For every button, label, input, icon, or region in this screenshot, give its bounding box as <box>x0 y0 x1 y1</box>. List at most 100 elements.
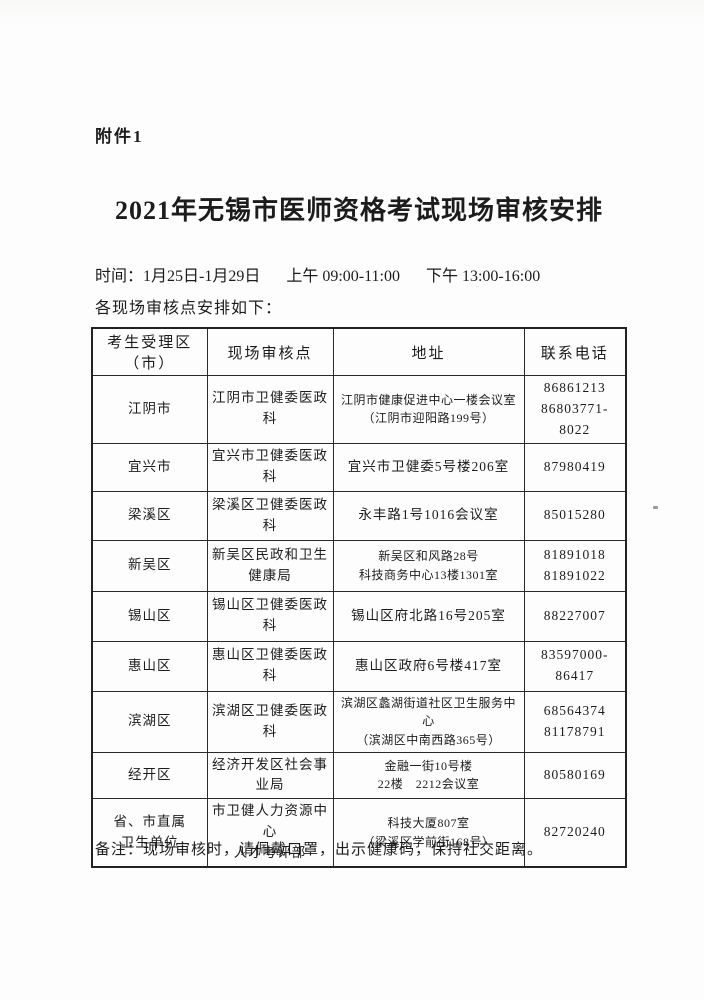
address-cell: 滨湖区蠡湖街道社区卫生服务中心 （滨湖区中南西路365号） <box>332 690 525 753</box>
address-cell: 科技大厦807室 （梁溪区学前街168号） <box>332 798 525 868</box>
table-row: 惠山区 惠山区卫健委医政科 惠山区政府6号楼417室 83597000-86417 <box>91 640 627 692</box>
phone-line: 85015280 <box>543 507 606 523</box>
address-cell: 金融一街10号楼 22楼 2212会议室 <box>332 751 525 800</box>
region-line: 锡山区 <box>128 607 172 623</box>
region-cell: 惠山区 <box>91 640 208 692</box>
phone-line: 81891018 <box>543 546 606 562</box>
region-line: 梁溪区 <box>128 507 172 523</box>
header-cell-3: 联系电话 <box>523 327 627 376</box>
site-line: 市卫健人力资源中心 <box>212 803 328 840</box>
region-cell: 梁溪区 <box>91 490 208 541</box>
address-cell: 惠山区政府6号楼417室 <box>332 640 525 692</box>
address-line: 江阴市健康促进中心一楼会议室 <box>340 392 516 407</box>
phone-cell: 81891018 81891022 <box>523 539 627 592</box>
phone-line: 82720240 <box>543 824 606 840</box>
site-cell: 新吴区民政和卫生健康局 <box>206 539 334 592</box>
time-afternoon: 下午 13:00-16:00 <box>425 268 541 285</box>
site-line: 新吴区民政和卫生健康局 <box>212 546 328 583</box>
table-row: 锡山区 锡山区卫健委医政科 锡山区府北路16号205室 88227007 <box>91 590 627 642</box>
address-line: 22楼 2212会议室 <box>377 777 480 792</box>
region-line: 省、市直属 <box>113 813 186 829</box>
page-title: 2021年无锡市医师资格考试现场审核安排 <box>114 196 603 225</box>
site-line: 滨湖区卫健委医政科 <box>212 702 328 739</box>
table-row: 新吴区 新吴区民政和卫生健康局 新吴区和风路28号 科技商务中心13楼1301室 818… <box>91 539 627 592</box>
table-header-row: 考生受理区（市） 现场审核点 地址 联系电话 <box>91 327 627 376</box>
phone-line: 88227007 <box>543 607 606 623</box>
phone-cell: 88227007 <box>523 590 627 642</box>
site-line: 惠山区卫健委医政科 <box>212 647 328 684</box>
region-line: 惠山区 <box>128 657 172 673</box>
table-row: 省、市直属 卫生单位 市卫健人力资源中心 人才考评部 科技大厦807室 （梁溪区学前街16… <box>91 798 627 868</box>
phone-cell: 85015280 <box>523 490 627 541</box>
site-line: 经济开发区社会事业局 <box>212 756 328 793</box>
address-cell: 锡山区府北路16号205室 <box>332 590 525 642</box>
region-line: 卫生单位 <box>120 834 179 850</box>
phone-line: 68564374 <box>543 702 606 718</box>
phone-line: 81178791 <box>544 723 606 739</box>
table-row: 经开区 经济开发区社会事业局 金融一街10号楼 22楼 2212会议室 80580169 <box>91 751 627 800</box>
address-line: 金融一街10号楼 <box>384 758 473 773</box>
address-line: 滨湖区蠡湖街道社区卫生服务中心 <box>340 695 516 729</box>
site-line: 人才考评部 <box>233 845 307 861</box>
region-cell: 滨湖区 <box>91 690 208 753</box>
site-cell: 江阴市卫健委医政科 <box>206 375 334 444</box>
address-cell: 永丰路1号1016会议室 <box>332 490 525 541</box>
address-cell: 新吴区和风路28号科技商务中心13楼1301室 <box>332 539 525 592</box>
site-cell: 滨湖区卫健委医政科 <box>206 690 334 753</box>
time-morning: 上午 09:00-11:00 <box>286 268 400 285</box>
intro-line: 各现场审核点安排如下： <box>95 300 283 317</box>
address-line: （滨湖区中南西路365号） <box>356 732 501 747</box>
phone-cell: 80580169 <box>523 751 627 800</box>
site-line: 锡山区卫健委医政科 <box>212 597 328 634</box>
phone-cell: 87980419 <box>523 442 627 492</box>
address-cell: 宜兴市卫健委5号楼206室 <box>332 442 525 492</box>
phone-line: 86861213 <box>543 380 606 395</box>
site-cell: 经济开发区社会事业局 <box>206 751 334 800</box>
address-line: 宜兴市卫健委5号楼206室 <box>347 458 510 474</box>
time-line: 时间：1月25日-1月29日 上午 09:00-11:00 下午 13:00-1… <box>95 262 540 286</box>
header-cell-0: 考生受理区（市） <box>91 327 208 376</box>
site-cell: 锡山区卫健委医政科 <box>206 590 334 642</box>
note-line: 备注：现场审核时，请佩戴口罩，出示健康码，保持社交距离。 <box>95 842 544 858</box>
phone-line: 83597000-86417 <box>541 647 609 684</box>
address-cell: 江阴市健康促进中心一楼会议室 （江阴市迎阳路199号） <box>332 375 525 444</box>
table-row: 宜兴市 宜兴市卫健委医政科 宜兴市卫健委5号楼206室 87980419 <box>91 442 627 492</box>
address-line: 科技商务中心13楼1301室 <box>358 567 498 582</box>
region-cell: 江阴市 <box>91 375 208 444</box>
address-line: （梁溪区学前街168号） <box>362 834 495 849</box>
region-cell: 省、市直属 卫生单位 <box>91 798 208 868</box>
table-row: 梁溪区 梁溪区卫健委医政科 永丰路1号1016会议室 85015280 <box>91 490 627 541</box>
region-line: 滨湖区 <box>128 713 172 729</box>
address-line: 锡山区府北路16号205室 <box>351 607 506 623</box>
region-cell: 新吴区 <box>91 539 208 592</box>
table-row: 江阴市 江阴市卫健委医政科 江阴市健康促进中心一楼会议室 （江阴市迎阳路199号） 86… <box>91 375 627 444</box>
region-cell: 锡山区 <box>91 590 208 642</box>
address-line: 永丰路1号1016会议室 <box>358 507 499 523</box>
review-sites-table: 考生受理区（市） 现场审核点 地址 联系电话 江阴市 江阴市卫健委医政科 江阴市健康促进中… <box>91 327 627 869</box>
scan-artifact <box>653 506 658 509</box>
site-cell: 宜兴市卫健委医政科 <box>206 442 334 492</box>
site-line: 江阴市卫健委医政科 <box>212 390 328 427</box>
address-line: 科技大厦807室 <box>387 816 470 831</box>
address-line: （江阴市迎阳路199号） <box>362 411 495 426</box>
time-range: 时间：1月25日-1月29日 <box>95 268 261 285</box>
phone-cell: 68564374 81178791 <box>523 690 627 753</box>
phone-line: 81891022 <box>543 567 606 583</box>
site-cell: 惠山区卫健委医政科 <box>206 640 334 692</box>
phone-line: 86803771-8022 <box>541 400 609 437</box>
table-row: 滨湖区 滨湖区卫健委医政科 滨湖区蠡湖街道社区卫生服务中心 （滨湖区中南西路365号）… <box>91 690 627 753</box>
phone-line: 87980419 <box>543 458 606 474</box>
header-cell-1: 现场审核点 <box>206 327 334 376</box>
phone-cell: 86861213 86803771-8022 <box>523 375 627 444</box>
region-line: 新吴区 <box>128 557 172 573</box>
site-cell: 市卫健人力资源中心人才考评部 <box>206 798 334 868</box>
address-line: 新吴区和风路28号 <box>378 549 479 564</box>
region-cell: 宜兴市 <box>91 442 208 492</box>
phone-cell: 83597000-86417 <box>523 640 627 692</box>
site-cell: 梁溪区卫健委医政科 <box>206 490 334 541</box>
region-line: 经开区 <box>128 767 172 782</box>
region-line: 宜兴市 <box>128 458 172 474</box>
region-cell: 经开区 <box>91 751 208 800</box>
site-line: 宜兴市卫健委医政科 <box>212 448 328 485</box>
